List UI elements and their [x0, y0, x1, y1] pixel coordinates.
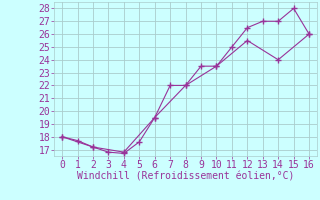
X-axis label: Windchill (Refroidissement éolien,°C): Windchill (Refroidissement éolien,°C) [77, 172, 294, 182]
